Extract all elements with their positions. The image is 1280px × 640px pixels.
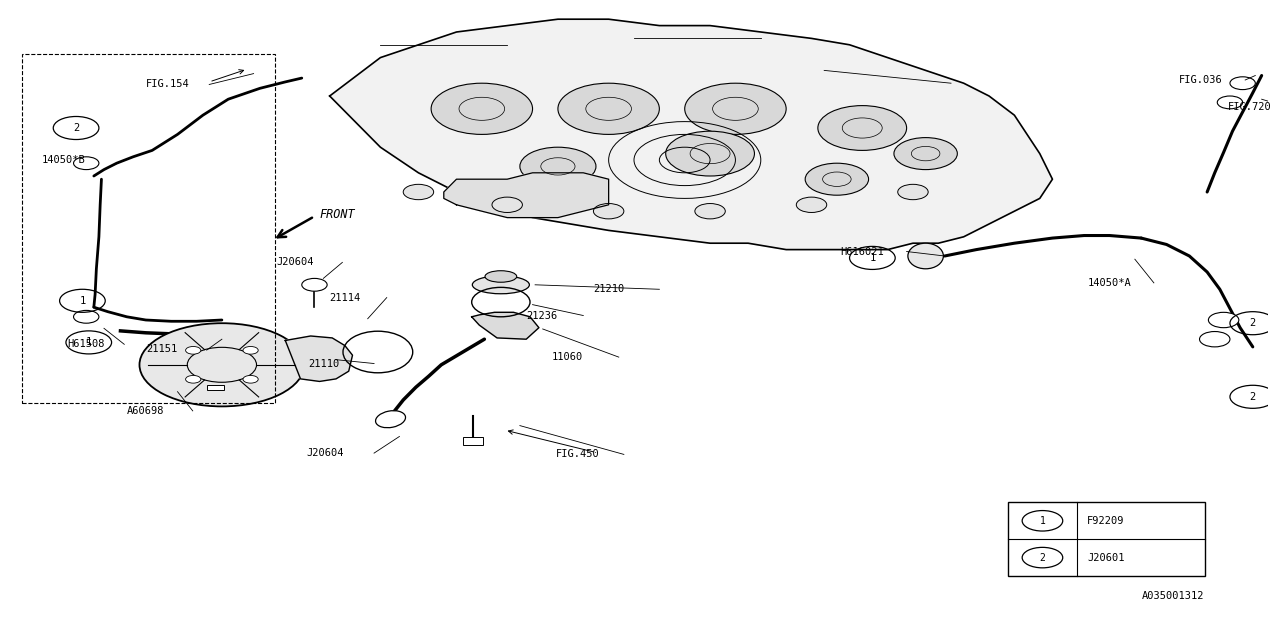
Text: 1: 1: [79, 296, 86, 306]
Text: 1: 1: [869, 253, 876, 263]
Circle shape: [897, 184, 928, 200]
Ellipse shape: [485, 271, 517, 282]
Circle shape: [893, 138, 957, 170]
Text: H61508: H61508: [68, 339, 105, 349]
Circle shape: [1230, 77, 1256, 90]
Circle shape: [594, 204, 623, 219]
Ellipse shape: [908, 243, 943, 269]
Text: 21236: 21236: [526, 310, 558, 321]
Text: 2: 2: [1249, 318, 1256, 328]
Circle shape: [520, 147, 596, 186]
Text: 1: 1: [1039, 516, 1046, 526]
Bar: [22, 54, 275, 403]
Polygon shape: [330, 19, 1052, 250]
Circle shape: [1217, 96, 1243, 109]
Text: J20604: J20604: [307, 448, 344, 458]
Bar: [206, 385, 224, 390]
Circle shape: [403, 184, 434, 200]
Text: 2: 2: [73, 123, 79, 133]
Circle shape: [1199, 332, 1230, 347]
Circle shape: [685, 83, 786, 134]
Text: 1: 1: [86, 337, 92, 348]
Text: 21114: 21114: [330, 292, 361, 303]
Circle shape: [243, 376, 259, 383]
Circle shape: [818, 106, 906, 150]
Text: 11060: 11060: [552, 352, 582, 362]
Text: 14050*A: 14050*A: [1088, 278, 1132, 288]
Text: FIG.720: FIG.720: [1228, 102, 1271, 112]
Circle shape: [558, 83, 659, 134]
Ellipse shape: [375, 411, 406, 428]
Text: 2: 2: [1249, 392, 1256, 402]
Circle shape: [431, 83, 532, 134]
Circle shape: [492, 197, 522, 212]
Circle shape: [73, 310, 99, 323]
Text: F92209: F92209: [1087, 516, 1125, 526]
Text: 2: 2: [1039, 552, 1046, 563]
Polygon shape: [285, 336, 352, 381]
Text: A035001312: A035001312: [1142, 591, 1204, 602]
Text: 14050*B: 14050*B: [42, 155, 86, 165]
Circle shape: [695, 204, 726, 219]
Circle shape: [73, 157, 99, 170]
Bar: [1009, 502, 1204, 576]
Text: A60698: A60698: [127, 406, 164, 416]
Text: 21210: 21210: [594, 284, 625, 294]
Polygon shape: [444, 173, 608, 218]
Text: J20601: J20601: [1087, 552, 1125, 563]
Circle shape: [805, 163, 869, 195]
Circle shape: [302, 278, 328, 291]
Circle shape: [1208, 312, 1239, 328]
Circle shape: [243, 346, 259, 354]
Bar: [463, 437, 483, 445]
Circle shape: [796, 197, 827, 212]
Circle shape: [140, 323, 305, 406]
Text: FIG.036: FIG.036: [1179, 75, 1222, 85]
Text: FIG.450: FIG.450: [556, 449, 599, 460]
Circle shape: [666, 131, 754, 176]
Ellipse shape: [472, 276, 530, 294]
Polygon shape: [472, 312, 539, 339]
Text: 21151: 21151: [146, 344, 177, 354]
Text: J20604: J20604: [276, 257, 314, 268]
Circle shape: [186, 346, 201, 354]
Text: FIG.154: FIG.154: [146, 79, 189, 90]
Text: H616021: H616021: [841, 246, 884, 257]
Circle shape: [186, 376, 201, 383]
Text: FRONT: FRONT: [320, 208, 355, 221]
Text: 21110: 21110: [308, 358, 339, 369]
